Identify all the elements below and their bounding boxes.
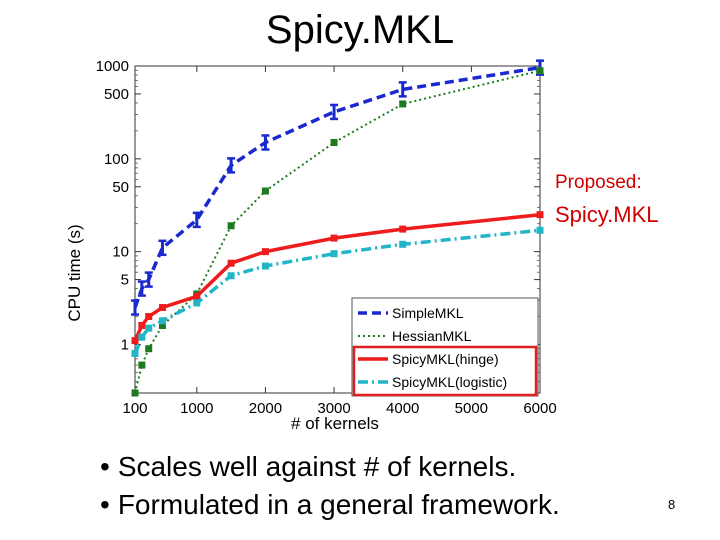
- data-point: [399, 100, 407, 108]
- y-tick-label: 100: [104, 151, 129, 168]
- x-tick-label: 4000: [386, 400, 419, 417]
- data-point: [536, 226, 544, 234]
- data-point: [145, 313, 153, 321]
- data-point: [138, 361, 146, 369]
- legend-label: SpicyMKL(logistic): [392, 374, 507, 390]
- data-point: [193, 292, 201, 300]
- legend-highlight-box: [352, 345, 538, 397]
- data-point: [158, 304, 166, 312]
- legend-label: SpicyMKL(hinge): [392, 351, 499, 367]
- data-point: [131, 337, 139, 345]
- data-point: [330, 250, 338, 258]
- data-point: [399, 240, 407, 248]
- x-axis-label: # of kernels: [291, 414, 379, 433]
- x-tick-label: 3000: [317, 400, 350, 417]
- slide-title: Spicy.MKL: [265, 8, 455, 52]
- proposed-method-name: Spicy.MKL: [555, 202, 659, 227]
- x-tick-label: 5000: [455, 400, 488, 417]
- data-point: [330, 234, 338, 242]
- series-line: [133, 65, 541, 309]
- data-point: [227, 272, 235, 280]
- data-point: [131, 389, 139, 397]
- data-point: [138, 322, 146, 330]
- bullet-item: Scales well against # of kernels.: [100, 448, 560, 486]
- legend-label: SimpleMKL: [392, 305, 464, 321]
- y-tick-label: 5: [121, 272, 129, 289]
- data-point: [261, 248, 269, 256]
- series-line: [133, 228, 541, 355]
- page-number: 8: [668, 497, 676, 512]
- x-tick-label: 6000: [523, 400, 556, 417]
- data-point: [158, 322, 166, 330]
- cpu-time-chart: CPU time (s) # of kernels 1 5 10 50 100 500 10…: [60, 58, 560, 438]
- y-tick-label: 500: [104, 86, 129, 103]
- data-point: [145, 345, 153, 353]
- y-axis-label: CPU time (s): [65, 224, 84, 321]
- chart-svg: CPU time (s) # of kernels 1 5 10 50 100 500 10…: [65, 58, 557, 433]
- data-point: [330, 138, 338, 146]
- data-point: [131, 349, 139, 357]
- data-point: [158, 317, 166, 325]
- x-tick-label: 2000: [249, 400, 282, 417]
- data-point: [536, 211, 544, 219]
- data-point: [536, 67, 544, 75]
- data-point: [227, 259, 235, 267]
- data-point: [145, 324, 153, 332]
- y-tick-label: 50: [112, 179, 129, 196]
- bullet-list: Scales well against # of kernels. Formul…: [100, 448, 560, 524]
- proposed-label: Proposed:: [555, 172, 642, 193]
- y-tick-label: 10: [112, 244, 129, 261]
- data-point: [227, 222, 235, 230]
- y-tick-label: 1: [121, 336, 129, 353]
- data-point: [138, 333, 146, 341]
- series-line: [133, 212, 541, 342]
- x-tick-label: 100: [122, 400, 147, 417]
- data-point: [261, 262, 269, 270]
- data-point: [193, 299, 201, 307]
- legend-label: HessianMKL: [392, 328, 472, 344]
- y-tick-label: 1000: [96, 58, 129, 75]
- data-point: [261, 187, 269, 195]
- data-point: [399, 225, 407, 233]
- bullet-item: Formulated in a general framework.: [100, 486, 560, 524]
- x-tick-label: 1000: [180, 400, 213, 417]
